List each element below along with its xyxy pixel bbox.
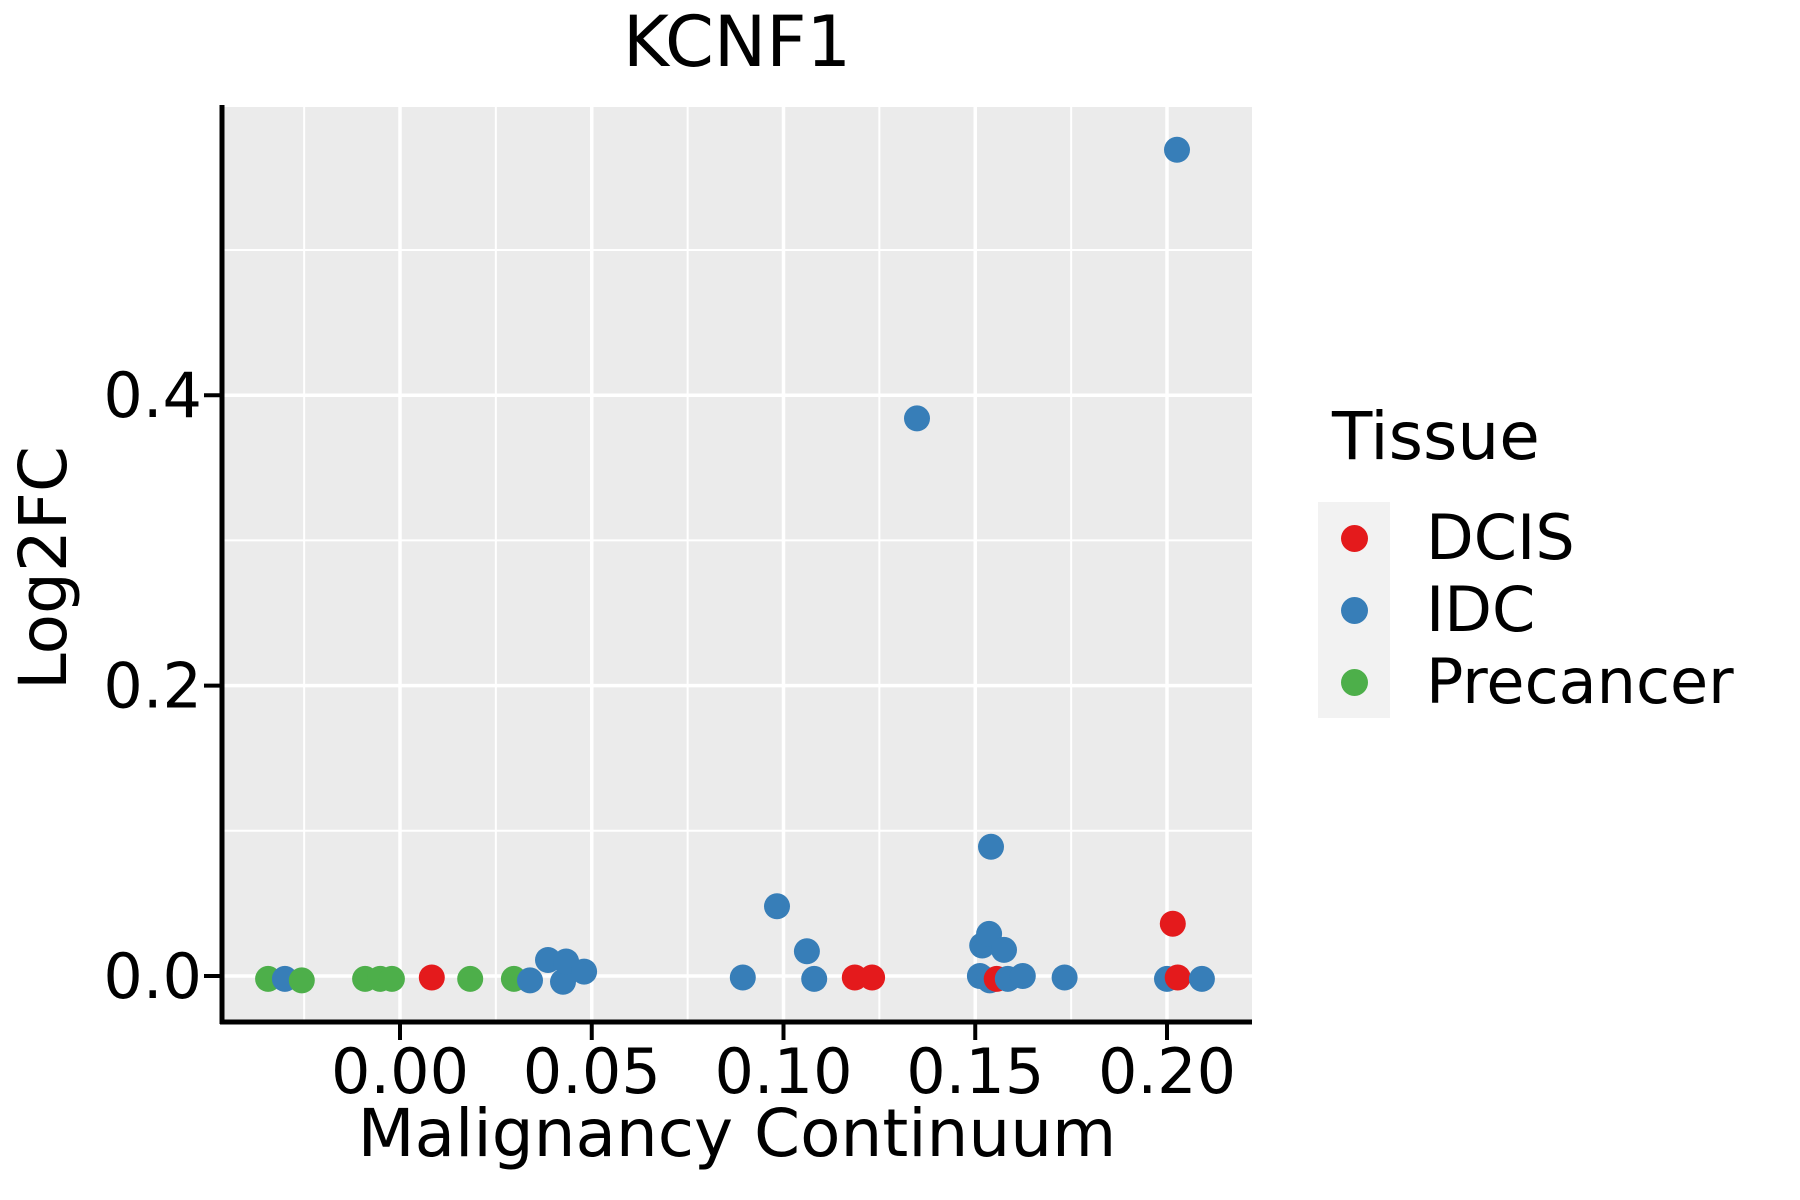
legend-item-dcis: DCIS <box>1318 502 1734 574</box>
legend-key <box>1318 646 1390 718</box>
data-point <box>764 893 790 920</box>
data-point <box>550 968 576 995</box>
data-points <box>255 136 1215 995</box>
legend-label: IDC <box>1426 573 1536 646</box>
tick-marks <box>204 393 1169 1040</box>
data-point <box>978 833 1004 860</box>
data-point <box>859 964 886 991</box>
legend-title: Tissue <box>1332 398 1540 475</box>
data-point <box>378 965 405 992</box>
x-tick-label: 0.15 <box>906 1035 1044 1108</box>
x-tick-labels: 0.00 0.05 0.10 0.15 0.20 <box>331 1035 1236 1108</box>
data-point <box>793 938 820 965</box>
legend-label: Precancer <box>1426 645 1734 718</box>
legend-label: DCIS <box>1426 501 1575 574</box>
panel-background <box>222 107 1252 1022</box>
y-tick-labels: 0.0 0.2 0.4 <box>103 359 202 1013</box>
y-tick-label: 0.4 <box>103 359 202 432</box>
data-point <box>418 964 445 991</box>
legend-dot-icon <box>1340 668 1368 696</box>
data-point <box>1009 963 1036 989</box>
y-axis-title: Log2FC <box>5 446 82 690</box>
data-point <box>1164 964 1191 991</box>
legend-dot-icon <box>1340 596 1368 624</box>
x-tick-label: 0.00 <box>331 1035 469 1108</box>
data-point <box>904 405 930 432</box>
data-point <box>517 967 543 994</box>
data-point <box>1164 136 1190 163</box>
legend-dot-icon <box>1340 524 1368 552</box>
x-tick-label: 0.10 <box>714 1035 852 1108</box>
legend-key <box>1318 502 1390 574</box>
data-point <box>1051 964 1078 991</box>
legend-key <box>1318 574 1390 646</box>
data-point <box>288 967 315 994</box>
axis-lines <box>219 105 1252 1025</box>
minor-gridlines <box>222 107 1252 1022</box>
data-point <box>571 958 598 985</box>
x-tick-label: 0.05 <box>523 1035 661 1108</box>
plot-title: KCNF1 <box>622 1 852 83</box>
data-point <box>729 964 756 991</box>
data-point <box>801 965 828 992</box>
x-tick-label: 0.20 <box>1098 1035 1236 1108</box>
legend-item-precancer: Precancer <box>1318 646 1734 718</box>
legend-item-idc: IDC <box>1318 574 1734 646</box>
y-tick-label: 0.2 <box>103 650 202 723</box>
legend: Tissue DCIS IDC Precancer <box>1318 398 1734 718</box>
y-tick-label: 0.0 <box>103 940 202 1013</box>
legend-items: DCIS IDC Precancer <box>1318 502 1734 718</box>
major-gridlines <box>222 107 1252 1022</box>
data-point <box>1188 965 1215 992</box>
data-point <box>457 965 484 992</box>
x-axis-title: Malignancy Continuum <box>357 1095 1117 1172</box>
data-point <box>991 936 1017 963</box>
data-point <box>1159 910 1186 937</box>
